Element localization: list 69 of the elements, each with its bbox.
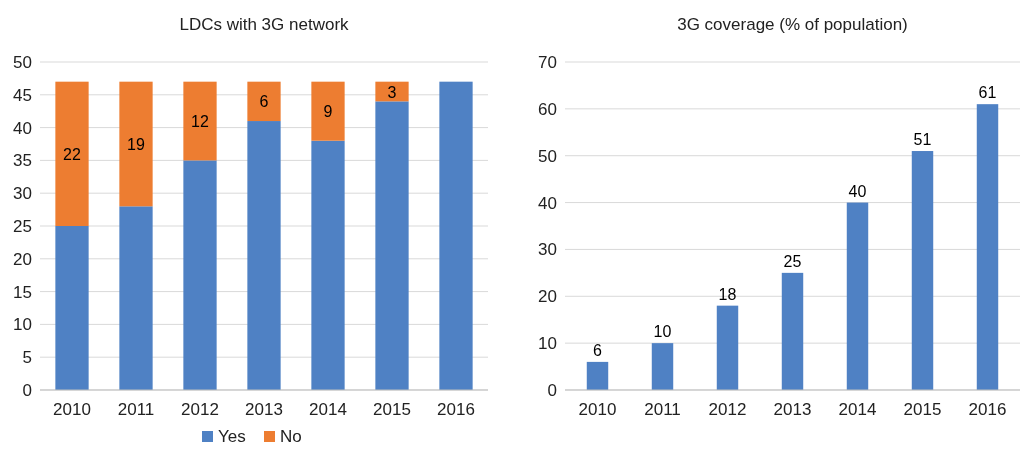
bar <box>976 104 999 390</box>
x-tick-label: 2011 <box>644 400 681 419</box>
x-tick-label: 2011 <box>117 400 155 419</box>
bar <box>55 81 89 226</box>
chart-title: 3G coverage (% of population) <box>677 15 908 34</box>
x-tick-label: 2016 <box>437 400 475 419</box>
y-tick-label: 45 <box>13 85 32 105</box>
x-tick-label: 2012 <box>181 400 219 419</box>
data-label: 40 <box>848 182 867 200</box>
data-label: 10 <box>653 323 672 341</box>
bar <box>911 151 934 390</box>
bar <box>55 226 89 390</box>
x-tick-label: 2010 <box>578 400 617 419</box>
data-label: 22 <box>63 145 81 163</box>
data-label: 18 <box>718 285 737 303</box>
bar <box>846 202 869 390</box>
x-tick-label: 2016 <box>968 400 1007 419</box>
data-label: 19 <box>127 136 145 153</box>
data-label: 25 <box>783 252 802 270</box>
bar <box>183 160 217 390</box>
y-tick-label: 5 <box>22 348 32 368</box>
data-label: 6 <box>593 341 603 359</box>
x-tick-label: 2013 <box>245 400 283 419</box>
y-tick-label: 0 <box>547 381 557 400</box>
x-tick-label: 2013 <box>773 400 812 419</box>
legend-label: Yes <box>218 427 246 446</box>
y-tick-label: 50 <box>13 53 32 72</box>
chart-title: LDCs with 3G network <box>179 15 350 34</box>
bar <box>716 305 739 390</box>
y-tick-label: 30 <box>538 240 557 260</box>
y-tick-label: 40 <box>13 118 32 138</box>
data-label: 51 <box>913 131 932 149</box>
x-tick-label: 2010 <box>53 400 91 419</box>
data-label: 9 <box>323 103 333 121</box>
y-tick-label: 10 <box>538 334 557 354</box>
data-label: 3 <box>387 83 397 101</box>
y-tick-label: 25 <box>13 217 32 236</box>
bar <box>311 81 345 141</box>
y-tick-label: 60 <box>538 99 557 119</box>
y-tick-label: 35 <box>13 151 32 171</box>
y-tick-label: 15 <box>13 282 32 302</box>
y-tick-label: 70 <box>538 53 557 72</box>
bar <box>247 81 281 122</box>
bar <box>781 272 804 390</box>
y-tick-label: 20 <box>538 287 557 307</box>
data-label: 12 <box>191 113 209 131</box>
bar <box>651 343 674 390</box>
x-tick-label: 2014 <box>309 400 347 419</box>
y-tick-label: 50 <box>538 146 557 166</box>
bar <box>311 140 345 390</box>
bar <box>375 101 409 390</box>
legend-label: No <box>280 427 302 446</box>
x-tick-label: 2015 <box>903 400 942 419</box>
bar <box>119 81 153 207</box>
y-tick-label: 10 <box>13 315 32 335</box>
y-tick-label: 0 <box>22 381 32 400</box>
bar <box>586 361 609 390</box>
bar <box>119 206 153 390</box>
data-label: 61 <box>978 84 997 102</box>
x-tick-label: 2015 <box>373 400 411 419</box>
x-tick-label: 2014 <box>838 400 877 419</box>
y-tick-label: 40 <box>538 193 557 213</box>
y-tick-label: 30 <box>13 184 32 204</box>
bar <box>439 81 473 390</box>
bar <box>183 81 217 161</box>
x-tick-label: 2012 <box>708 400 747 419</box>
bar <box>247 121 281 390</box>
data-label: 6 <box>259 93 269 111</box>
y-tick-label: 20 <box>13 249 32 269</box>
